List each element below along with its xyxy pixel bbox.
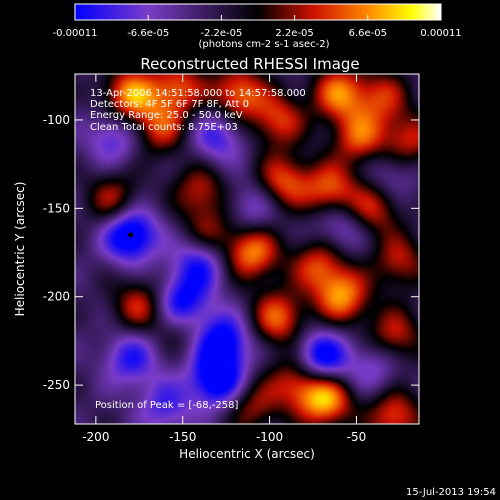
colorbar-tick-label: -0.00011 [53, 28, 98, 39]
info-line-counts: Clean Total counts: 8.75E+03 [90, 122, 238, 133]
colorbar-ticks: -0.00011 -6.6e-05 -2.2e-05 2.2e-05 6.6e-05 0.… [53, 15, 462, 39]
minimum-marker [128, 232, 134, 238]
info-line-energy: Energy Range: 25.0 - 50.0 keV [90, 110, 243, 121]
colorbar-tick-label: 6.6e-05 [349, 28, 387, 39]
info-text: 13-Apr-2006 14:51:58.000 to 14:57:58.000… [90, 88, 306, 133]
colorbar: -0.00011 -6.6e-05 -2.2e-05 2.2e-05 6.6e-05 0.… [53, 3, 462, 50]
y-axis: -100 -150 -200 -250 [43, 113, 419, 392]
colorbar-units-label: (photons cm-2 s-1 asec-2) [198, 39, 329, 50]
info-line-time: 13-Apr-2006 14:51:58.000 to 14:57:58.000 [90, 88, 306, 99]
colorbar-tick-label: 2.2e-05 [275, 28, 313, 39]
x-tick-label: -150 [169, 430, 196, 444]
x-axis: -200 -150 -100 -50 [82, 74, 366, 444]
heatmap-image [75, 74, 419, 424]
colorbar-tick-label: 0.00011 [420, 28, 461, 39]
x-axis-label: Heliocentric X (arcsec) [179, 447, 315, 461]
x-tick-label: -50 [347, 430, 367, 444]
colorbar-tick-label: -6.6e-05 [127, 28, 169, 39]
peak-position-label: Position of Peak = [-68,-258] [95, 400, 239, 411]
chart-title: Reconstructed RHESSI Image [140, 55, 359, 73]
info-line-detectors: Detectors: 4F 5F 6F 7F 8F, Att 0 [90, 99, 249, 110]
y-tick-label: -150 [43, 201, 70, 215]
colorbar-gradient [74, 3, 442, 21]
plot-frame [74, 73, 420, 425]
plot-area: 13-Apr-2006 14:51:58.000 to 14:57:58.000… [74, 73, 420, 425]
x-tick-label: -200 [82, 430, 109, 444]
y-axis-label: Heliocentric Y (arcsec) [13, 182, 27, 317]
x-tick-label: -100 [256, 430, 283, 444]
footer-timestamp: 15-Jul-2013 19:54 [406, 487, 496, 498]
colorbar-tick-label: -2.2e-05 [200, 28, 242, 39]
y-tick-label: -100 [43, 113, 70, 127]
y-tick-label: -250 [43, 378, 70, 392]
y-tick-label: -200 [43, 290, 70, 304]
